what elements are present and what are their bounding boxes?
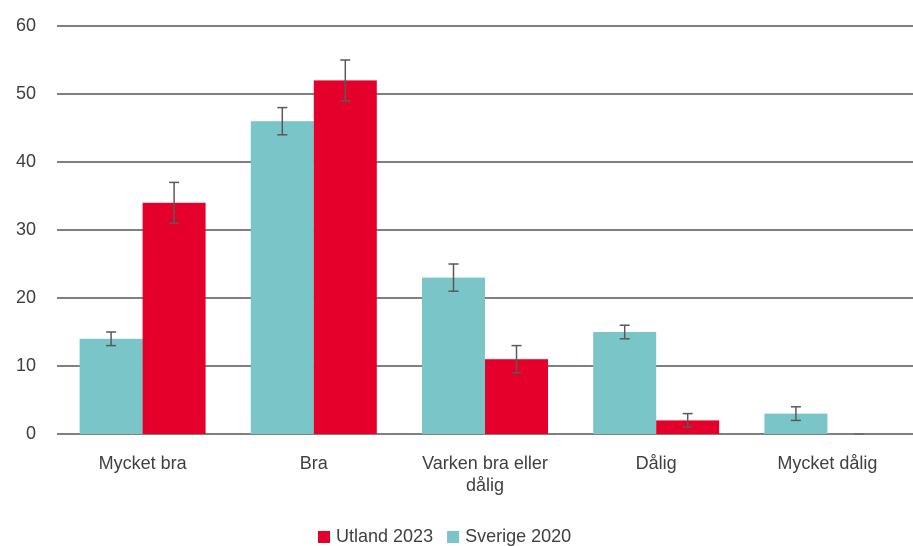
error-bar [106,331,117,347]
error-bar [448,263,459,292]
x-tick-label: Dålig [635,453,677,473]
bar [250,121,314,434]
bar [142,202,206,434]
y-tick-label: 60 [16,15,36,35]
legend-label: Sverige 2020 [465,526,571,546]
bar [313,80,377,435]
y-tick-label: 40 [16,151,36,171]
error-bar [790,406,801,422]
x-tick-label: Varken bra eller dålig [422,453,548,495]
y-tick-label: 0 [26,423,36,443]
error-bar [619,324,630,340]
legend-swatch [447,531,460,543]
error-bar [340,59,351,102]
y-tick-label: 50 [16,83,36,103]
bar [764,413,828,434]
y-tick-label: 20 [16,287,36,307]
legend-swatch [318,531,330,543]
error-bar [277,106,288,136]
legend-label: Utland 2023 [336,526,433,546]
error-bar [682,412,693,428]
bar [79,338,143,434]
error-bar [169,181,180,224]
x-tick-label: Bra [299,453,328,473]
y-tick-label: 30 [16,219,36,239]
y-tick-label: 10 [16,355,36,375]
x-tick-label: Mycket dålig [777,453,878,473]
error-bar [511,344,522,374]
bar [593,332,657,434]
bar [422,277,485,434]
x-tick-label: Mycket bra [98,453,187,473]
